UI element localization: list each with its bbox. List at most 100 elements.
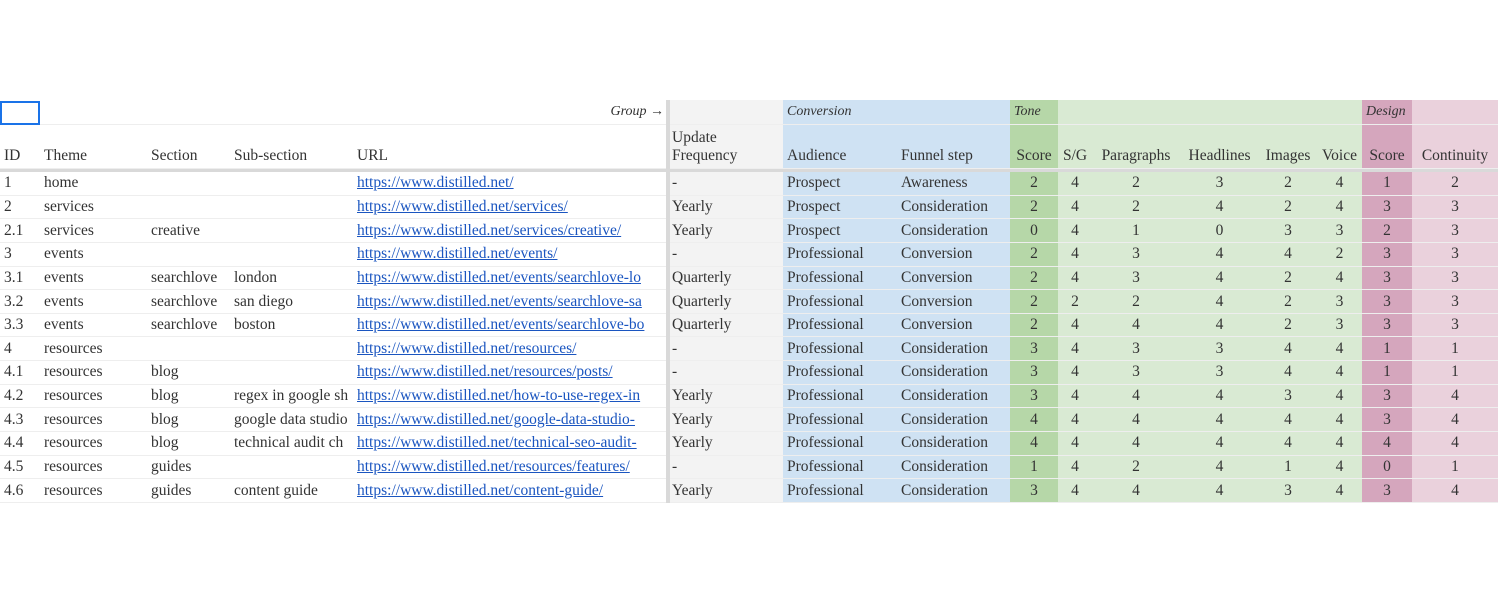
cell: 0 <box>1010 219 1058 243</box>
cell: - <box>668 242 783 267</box>
cell: resources <box>40 455 147 480</box>
cell: 4 <box>1317 479 1362 503</box>
cell: 4 <box>1058 172 1092 196</box>
cell: 4 <box>1317 172 1362 196</box>
cell: Consideration <box>897 361 1010 385</box>
frozen-row-divider <box>0 169 1498 172</box>
url-link: https://www.distilled.net/how-to-use-reg… <box>353 384 668 409</box>
cell: 3 <box>1092 266 1180 291</box>
cell: 2 <box>0 195 40 220</box>
cell: 3 <box>1317 290 1362 314</box>
cell: guides <box>147 479 230 503</box>
group-label: Tone <box>1010 100 1058 125</box>
cell: 4 <box>1259 432 1317 456</box>
cell: 1 <box>0 172 40 196</box>
cell: events <box>40 242 147 267</box>
cell: 4 <box>1317 384 1362 409</box>
cell <box>147 172 230 196</box>
cell: 3.2 <box>0 290 40 314</box>
cell: Professional <box>783 479 897 503</box>
cell: boston <box>230 313 353 338</box>
cell: 4 <box>1092 384 1180 409</box>
cell: 1 <box>1362 337 1412 362</box>
cell: Quarterly <box>668 290 783 314</box>
cell: 4.4 <box>0 432 40 456</box>
cell: 2 <box>1092 172 1180 196</box>
cell: Professional <box>783 242 897 267</box>
cell: 3 <box>1180 361 1259 385</box>
group-label: Design <box>1362 100 1412 125</box>
url-link: https://www.distilled.net/technical-seo-… <box>353 432 668 456</box>
cell: Yearly <box>668 479 783 503</box>
cell <box>230 337 353 362</box>
cell: 4 <box>1317 408 1362 433</box>
cell: 2 <box>1259 313 1317 338</box>
cell: 4 <box>1180 313 1259 338</box>
cell: 4 <box>1259 337 1317 362</box>
cell: 3 <box>1362 479 1412 503</box>
cell: 1 <box>1362 172 1412 196</box>
group-cell <box>1058 100 1092 125</box>
cell: 2 <box>1362 219 1412 243</box>
cell: Prospect <box>783 195 897 220</box>
cell: blog <box>147 384 230 409</box>
cell: Conversion <box>897 313 1010 338</box>
group-cell <box>1259 100 1317 125</box>
url-link: https://www.distilled.net/resources/post… <box>353 361 668 385</box>
cell: 3 <box>1362 384 1412 409</box>
cell: 2 <box>1259 172 1317 196</box>
cell: 4.1 <box>0 361 40 385</box>
cell: 4.3 <box>0 408 40 433</box>
column-header: Paragraphs <box>1092 125 1180 169</box>
cell: 2 <box>1010 313 1058 338</box>
group-cell <box>1317 100 1362 125</box>
cell: Professional <box>783 432 897 456</box>
cell: 2 <box>1259 266 1317 291</box>
cell: events <box>40 313 147 338</box>
cell: 2 <box>1092 195 1180 220</box>
cell: 4 <box>1412 432 1498 456</box>
cell: Professional <box>783 361 897 385</box>
cell: 4 <box>1317 195 1362 220</box>
cell: 4 <box>1058 313 1092 338</box>
cell: 3 <box>0 242 40 267</box>
cell: 3 <box>1412 290 1498 314</box>
cell: 3 <box>1362 195 1412 220</box>
cell: Yearly <box>668 195 783 220</box>
selected-cell[interactable] <box>0 101 40 125</box>
cell: 4.6 <box>0 479 40 503</box>
cell: Consideration <box>897 195 1010 220</box>
cell: 4 <box>1180 408 1259 433</box>
cell: Professional <box>783 455 897 480</box>
group-cell <box>897 100 1010 125</box>
cell: 4 <box>1010 408 1058 433</box>
cell: home <box>40 172 147 196</box>
url-link: https://www.distilled.net/events/searchl… <box>353 290 668 314</box>
url-link: https://www.distilled.net/ <box>353 172 668 196</box>
cell: 3 <box>1259 219 1317 243</box>
cell: Quarterly <box>668 313 783 338</box>
cell: 4 <box>1010 432 1058 456</box>
cell: 4 <box>1058 219 1092 243</box>
cell: 4 <box>1058 432 1092 456</box>
cell: services <box>40 219 147 243</box>
cell: 4 <box>1058 266 1092 291</box>
cell: regex in google sh <box>230 384 353 409</box>
cell: Professional <box>783 313 897 338</box>
cell: Quarterly <box>668 266 783 291</box>
cell: Yearly <box>668 219 783 243</box>
cell: content guide <box>230 479 353 503</box>
cell: 3 <box>1412 219 1498 243</box>
cell: Professional <box>783 290 897 314</box>
cell: london <box>230 266 353 291</box>
url-link: https://www.distilled.net/events/searchl… <box>353 313 668 338</box>
cell: - <box>668 455 783 480</box>
cell: Consideration <box>897 384 1010 409</box>
cell: 3 <box>1259 384 1317 409</box>
cell: 3 <box>1317 219 1362 243</box>
cell: resources <box>40 361 147 385</box>
cell: 2 <box>1010 290 1058 314</box>
column-header: Theme <box>40 125 147 169</box>
cell: 4 <box>1180 455 1259 480</box>
cell: 2.1 <box>0 219 40 243</box>
